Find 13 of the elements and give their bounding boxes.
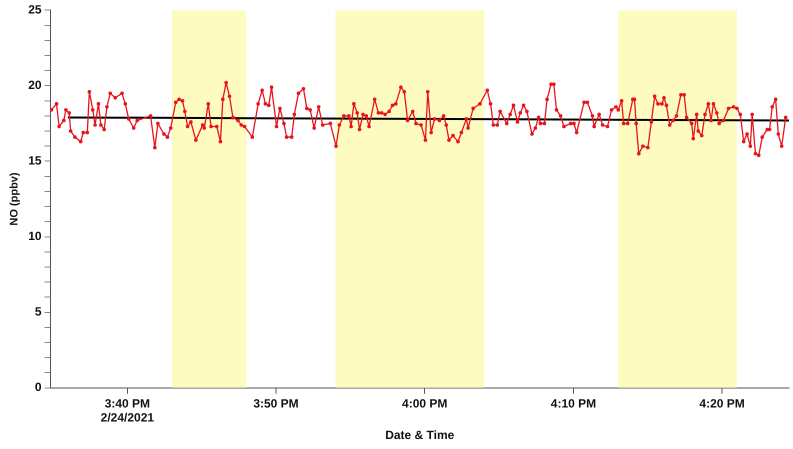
y-axis-title: NO (ppbv) [8,172,21,226]
y-tick-label: 0 [34,380,42,394]
y-tick-label: 10 [28,229,42,244]
x-tick-label: 3:40 PM 2/24/2021 [100,396,154,425]
x-tick-label: 4:10 PM [550,396,596,410]
x-axis-title: Date & Time [385,428,455,442]
x-tick-label: 4:20 PM [699,396,745,410]
y-tick-label: 25 [28,2,42,17]
y-tick-label: 15 [28,154,42,168]
x-tick-label: 3:50 PM [253,396,299,410]
y-tick-label: 5 [34,304,42,319]
y-tick-label: 20 [28,78,42,92]
x-tick-label: 4:00 PM [402,396,448,410]
